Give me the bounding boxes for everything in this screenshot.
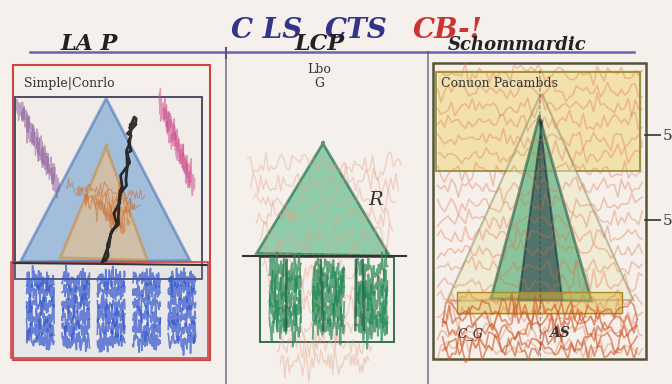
Text: 5: 5 bbox=[663, 129, 672, 143]
Text: CB-!: CB-! bbox=[413, 17, 482, 44]
Bar bbox=[436, 72, 640, 171]
Text: CTS: CTS bbox=[325, 17, 387, 44]
Text: AS: AS bbox=[549, 326, 569, 340]
Bar bbox=[17, 95, 204, 277]
Text: G: G bbox=[314, 77, 325, 90]
Bar bbox=[437, 70, 642, 170]
Text: R: R bbox=[369, 191, 384, 209]
Bar bbox=[15, 97, 202, 280]
Text: Simple|Conrlo: Simple|Conrlo bbox=[24, 77, 114, 90]
Text: 5: 5 bbox=[663, 214, 672, 228]
Text: Conuon Pacambds: Conuon Pacambds bbox=[441, 77, 558, 90]
Polygon shape bbox=[60, 146, 147, 260]
Bar bbox=[259, 257, 394, 342]
Polygon shape bbox=[447, 94, 633, 301]
Polygon shape bbox=[257, 141, 390, 256]
Text: LA P: LA P bbox=[61, 33, 118, 55]
Text: Lbo: Lbo bbox=[307, 63, 331, 76]
Bar bbox=[457, 291, 622, 313]
Polygon shape bbox=[20, 99, 190, 262]
Bar bbox=[457, 293, 622, 315]
Text: Schommardic: Schommardic bbox=[448, 36, 586, 54]
Text: C_G: C_G bbox=[457, 327, 483, 340]
Bar bbox=[13, 65, 210, 360]
Polygon shape bbox=[491, 115, 591, 301]
Bar bbox=[433, 63, 646, 359]
Text: LCP: LCP bbox=[295, 33, 345, 55]
Text: C LS: C LS bbox=[231, 17, 302, 44]
Bar bbox=[12, 263, 208, 360]
Bar bbox=[11, 262, 208, 358]
Polygon shape bbox=[519, 120, 562, 300]
